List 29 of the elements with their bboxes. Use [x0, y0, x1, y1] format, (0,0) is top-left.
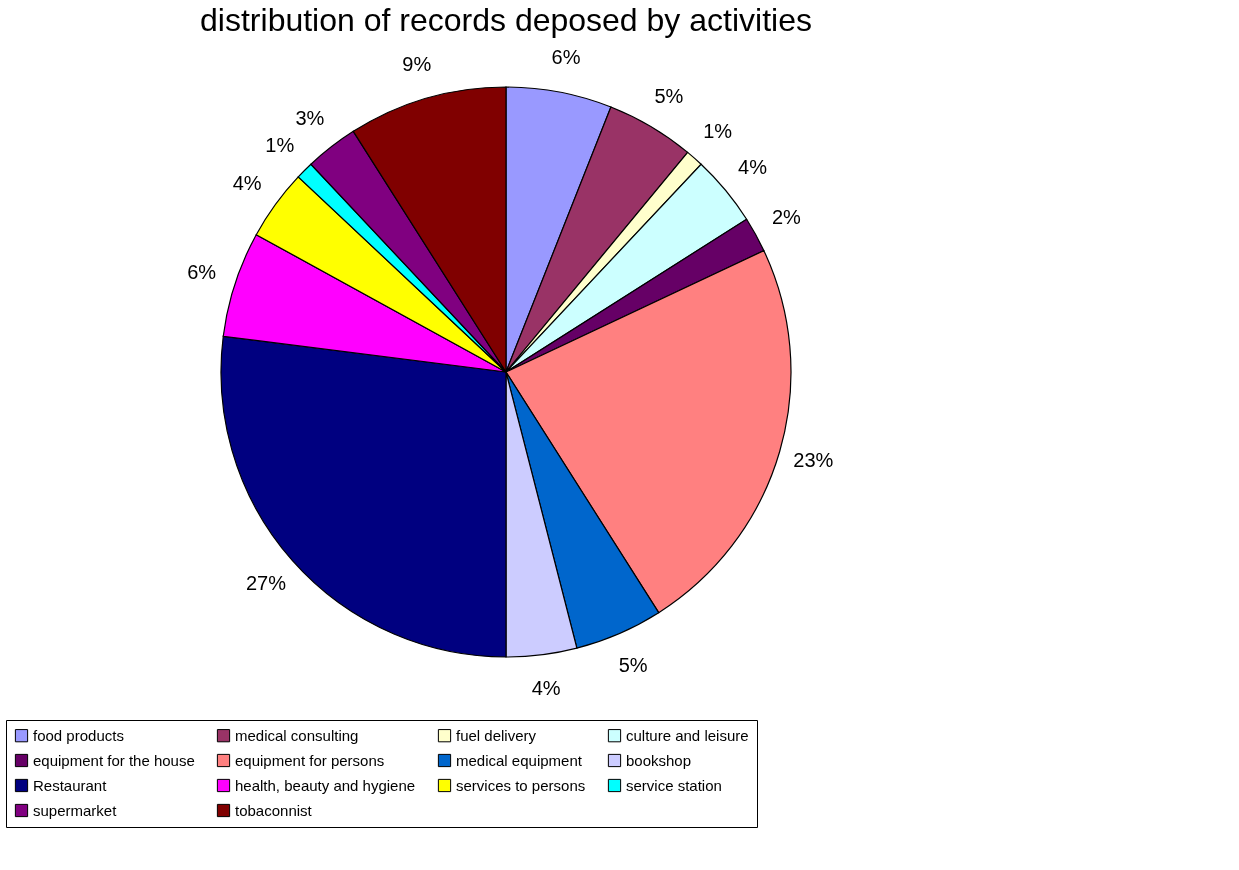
data-label: 2%	[771, 205, 802, 228]
legend-label: medical consulting	[235, 726, 359, 744]
legend-label: service station	[626, 776, 722, 794]
legend-label: equipment for the house	[33, 751, 195, 769]
data-label: 6%	[187, 261, 217, 284]
legend-label: Restaurant	[33, 776, 108, 794]
chart-title: distribution of records deposed by activities	[200, 2, 812, 38]
data-label: 6%	[551, 45, 581, 68]
legend-label: services to persons	[456, 776, 586, 794]
legend-label: tobaconnist	[235, 801, 313, 819]
legend-label: supermarket	[33, 801, 118, 819]
legend-label: medical equipment	[456, 751, 583, 769]
data-label: 5%	[618, 653, 648, 676]
data-label: 1%	[265, 133, 295, 156]
data-label: 4%	[738, 156, 768, 179]
data-label: 3%	[295, 107, 325, 130]
legend-label: bookshop	[626, 751, 692, 769]
legend-label: culture and leisure	[626, 726, 749, 744]
legend-label: equipment for persons	[235, 751, 385, 769]
data-label: 4%	[531, 677, 561, 700]
data-label: 1%	[703, 119, 733, 142]
data-label: 4%	[232, 171, 262, 194]
legend-label: food products	[33, 726, 124, 744]
legend-label: fuel delivery	[456, 726, 537, 744]
legend-label: health, beauty and hygiene	[235, 776, 416, 794]
data-label: 27%	[245, 571, 287, 594]
data-label: 5%	[654, 84, 684, 107]
data-label: 9%	[402, 52, 432, 75]
data-label: 23%	[793, 449, 834, 472]
